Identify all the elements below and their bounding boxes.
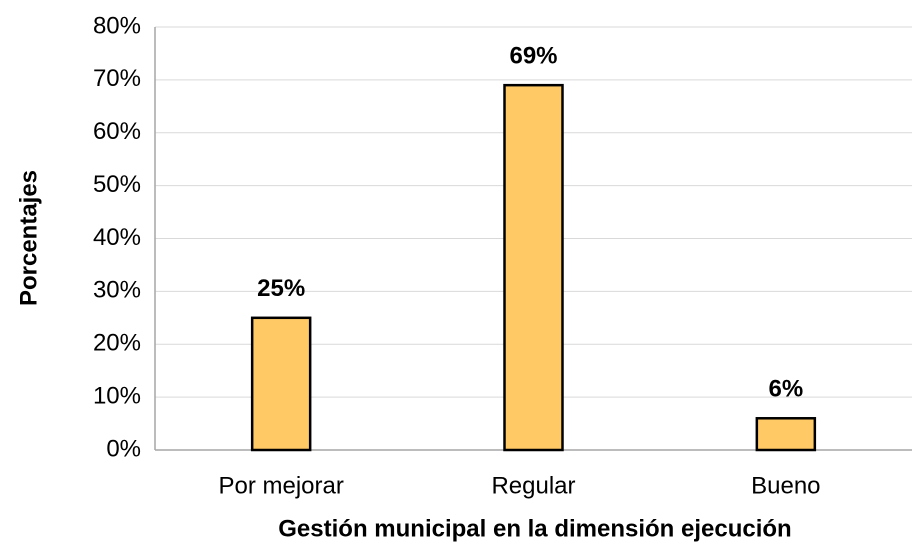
y-tick-label: 0% [106,435,141,462]
y-axis-title: Porcentajes [15,170,42,306]
y-tick-label: 60% [93,118,141,145]
x-tick-label: Bueno [751,472,820,499]
x-tick-label: Por mejorar [218,472,343,499]
y-tick-label: 40% [93,224,141,251]
y-tick-label: 50% [93,171,141,198]
y-tick-label: 30% [93,277,141,304]
value-label: 69% [509,43,557,70]
x-axis-title: Gestión municipal en la dimensión ejecuc… [278,515,791,542]
value-label: 6% [768,376,803,403]
bar [755,417,817,452]
y-tick-label: 70% [93,65,141,92]
y-tick-label: 10% [93,382,141,409]
x-tick-label: Regular [491,472,575,499]
value-label: 25% [257,275,305,302]
bar [503,83,564,452]
y-tick-label: 20% [93,330,141,357]
bar [250,316,312,452]
y-tick-label: 80% [93,12,141,39]
